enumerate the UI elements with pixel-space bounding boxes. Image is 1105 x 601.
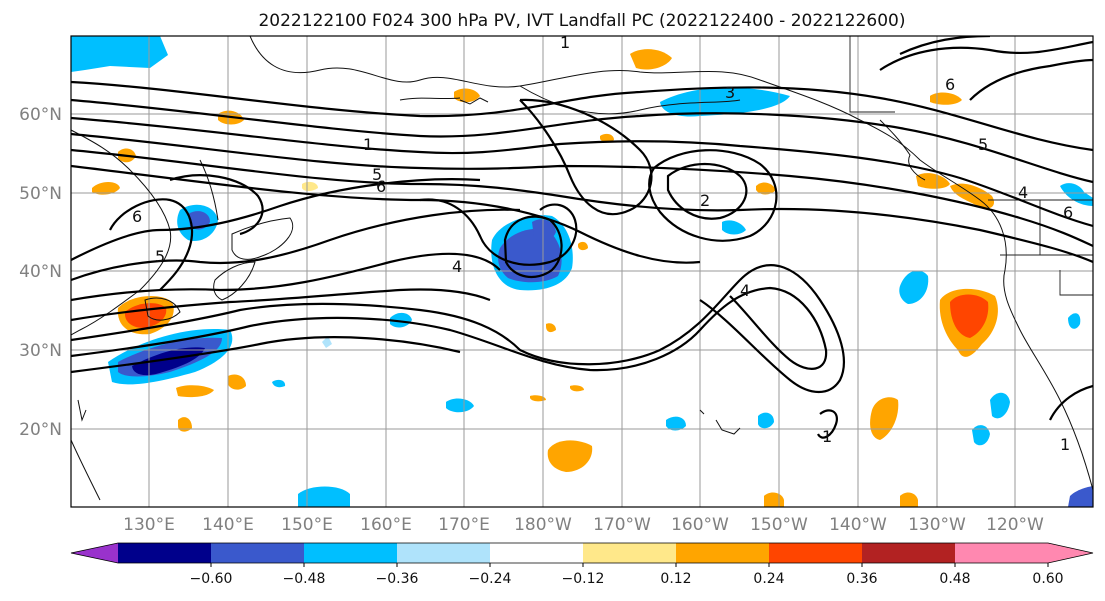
contour-labels: 1 5 6 4 2 4 3 5 6 6 1 1 1 5 6 4 [132, 33, 1073, 454]
lon-label: 170°E [438, 515, 490, 535]
lat-label: 40°N [19, 262, 62, 282]
contour-label: 1 [822, 427, 832, 446]
colorbar-tick-label: −0.36 [376, 571, 419, 587]
contour-label: 1 [560, 33, 570, 52]
colorbar-segment [862, 543, 956, 563]
lat-label: 50°N [19, 184, 62, 204]
colorbar-tick-label: 0.48 [939, 571, 970, 587]
contour-label: 2 [700, 191, 710, 210]
graticule [71, 36, 1093, 507]
contour-label: 4 [452, 257, 462, 276]
lon-label: 180°W [514, 515, 572, 535]
contour-label: 6 [376, 177, 386, 196]
colorbar-tick-label: −0.24 [469, 571, 512, 587]
lon-label: 140°E [202, 515, 254, 535]
colorbar-tick-label: 0.24 [753, 571, 784, 587]
lat-label: 60°N [19, 105, 62, 125]
lon-label: 120°W [986, 515, 1044, 535]
colorbar-segment [955, 543, 1049, 563]
colorbar-extend-high [1048, 543, 1093, 563]
colorbar-segment [211, 543, 305, 563]
lon-label: 140°W [829, 515, 887, 535]
contour-label: 6 [1063, 203, 1073, 222]
lon-label: 130°E [123, 515, 175, 535]
contour-label: 1 [363, 135, 373, 154]
colorbar-tick-label: 0.36 [846, 571, 877, 587]
colorbar-tick-label: −0.12 [562, 571, 605, 587]
lon-label: 160°W [671, 515, 729, 535]
colorbar-segment [490, 543, 584, 563]
contour-label: 6 [945, 75, 955, 94]
negative-anomaly-shading [71, 36, 1093, 507]
lon-label: 170°W [593, 515, 651, 535]
contour-label: 4 [1018, 183, 1028, 202]
contour-label: 5 [978, 135, 988, 154]
colorbar-tick-label: 0.60 [1032, 571, 1063, 587]
colorbar-segment [118, 543, 212, 563]
map-title: 2022122100 F024 300 hPa PV, IVT Landfall… [258, 11, 905, 31]
colorbar-segment [397, 543, 491, 563]
contour-label: 1 [1060, 435, 1070, 454]
colorbar-tick-label: 0.12 [660, 571, 691, 587]
colorbar-segment [583, 543, 677, 563]
colorbar-segment [769, 543, 863, 563]
colorbar-tick-label: −0.48 [283, 571, 326, 587]
lon-label: 130°W [908, 515, 966, 535]
lon-label: 150°W [750, 515, 808, 535]
contour-label: 4 [740, 281, 750, 300]
lat-label: 30°N [19, 341, 62, 361]
contour-label: 3 [725, 83, 735, 102]
latitude-labels: 20°N 30°N 40°N 50°N 60°N [19, 105, 62, 440]
colorbar-segment [304, 543, 398, 563]
lon-label: 160°E [360, 515, 412, 535]
contour-label: 5 [155, 247, 165, 266]
map-frame [70, 35, 1094, 508]
colorbar-segment [676, 543, 770, 563]
colorbar-tick-label: −0.60 [190, 571, 233, 587]
contour-label: 5 [372, 165, 382, 184]
map-area: 1 5 6 4 2 4 3 5 6 6 1 1 1 5 6 4 [71, 33, 1093, 507]
contour-label: 6 [132, 207, 142, 226]
colorbar: −0.60 −0.48 −0.36 −0.24 −0.12 0.12 0.24 0.36 0.4… [70, 542, 1094, 587]
pv-contours [71, 36, 1093, 439]
lon-label: 150°E [281, 515, 333, 535]
longitude-labels: 130°E 140°E 150°E 160°E 170°E 180°W 170°… [123, 515, 1044, 535]
colorbar-outline [70, 542, 1094, 564]
lat-label: 20°N [19, 420, 62, 440]
colorbar-extend-low [71, 543, 118, 563]
